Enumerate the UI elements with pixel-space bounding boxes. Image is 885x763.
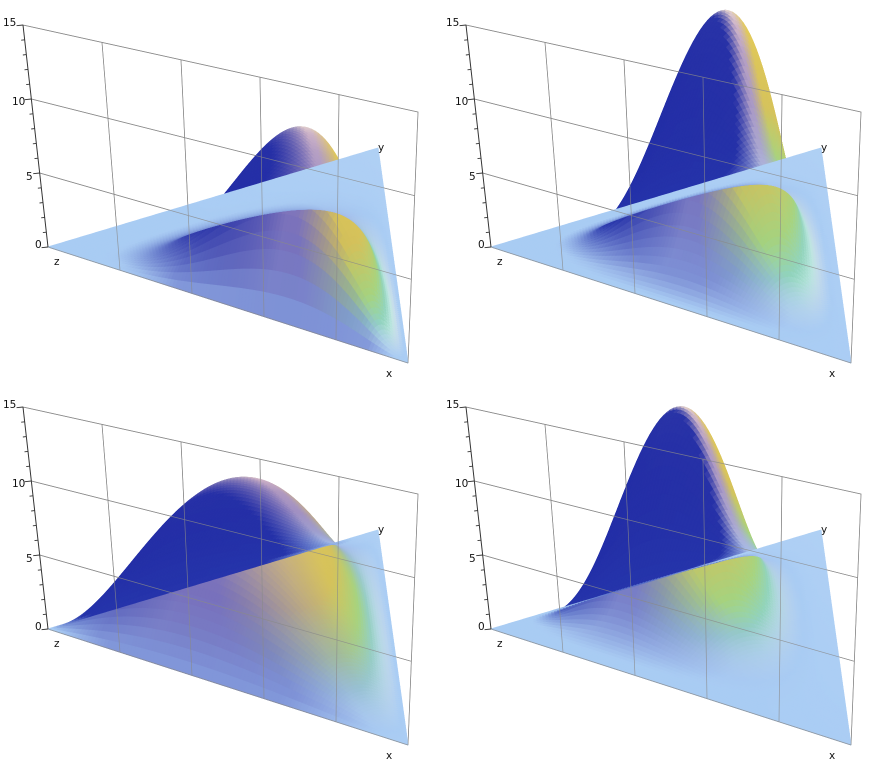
plot-panel-bottom-right: 0 5 10 15 z x y: [443, 382, 885, 763]
z-axis-tick-label-5: 5: [26, 171, 33, 183]
axis-label-y: y: [378, 142, 385, 154]
z-axis-tick-label-10: 10: [12, 96, 26, 108]
axis-label-x: x: [386, 368, 393, 380]
axis-label-x: x: [386, 750, 393, 762]
z-axis-tick-label-5: 5: [469, 171, 476, 183]
axis-label-z: z: [54, 256, 60, 268]
z-axis-tick-label-15: 15: [3, 17, 17, 29]
axis-label-z: z: [497, 256, 503, 268]
plot-panel-top-right: 0 5 10 15 z x y: [443, 0, 885, 381]
axis-label-z: z: [497, 638, 503, 650]
z-axis-tick-label-10: 10: [455, 478, 469, 490]
z-axis-tick-label-0: 0: [35, 621, 42, 633]
axis-label-x: x: [829, 750, 836, 762]
z-axis-tick-label-15: 15: [3, 399, 17, 411]
z-axis-tick-label-15: 15: [446, 17, 460, 29]
z-axis-tick-label-0: 0: [478, 621, 485, 633]
plot-panel-bottom-left: 0 5 10 15 z x y: [0, 382, 442, 763]
z-axis-tick-label-5: 5: [26, 553, 33, 565]
axis-label-y: y: [821, 524, 828, 536]
axis-label-y: y: [821, 142, 828, 154]
surface-plot-canvas: [0, 382, 442, 763]
z-axis-tick-label-15: 15: [446, 399, 460, 411]
z-axis-tick-label-10: 10: [455, 96, 469, 108]
z-axis-tick-label-0: 0: [478, 239, 485, 251]
axis-label-y: y: [378, 524, 385, 536]
axis-label-z: z: [54, 638, 60, 650]
surface-plot-canvas: [0, 0, 442, 381]
surface-plot-canvas: [443, 382, 885, 763]
z-axis-tick-label-10: 10: [12, 478, 26, 490]
surface-plot-canvas: [443, 0, 885, 381]
axis-label-x: x: [829, 368, 836, 380]
z-axis-tick-label-5: 5: [469, 553, 476, 565]
plot-panel-top-left: 0 5 10 15 z x y: [0, 0, 442, 381]
z-axis-tick-label-0: 0: [35, 239, 42, 251]
